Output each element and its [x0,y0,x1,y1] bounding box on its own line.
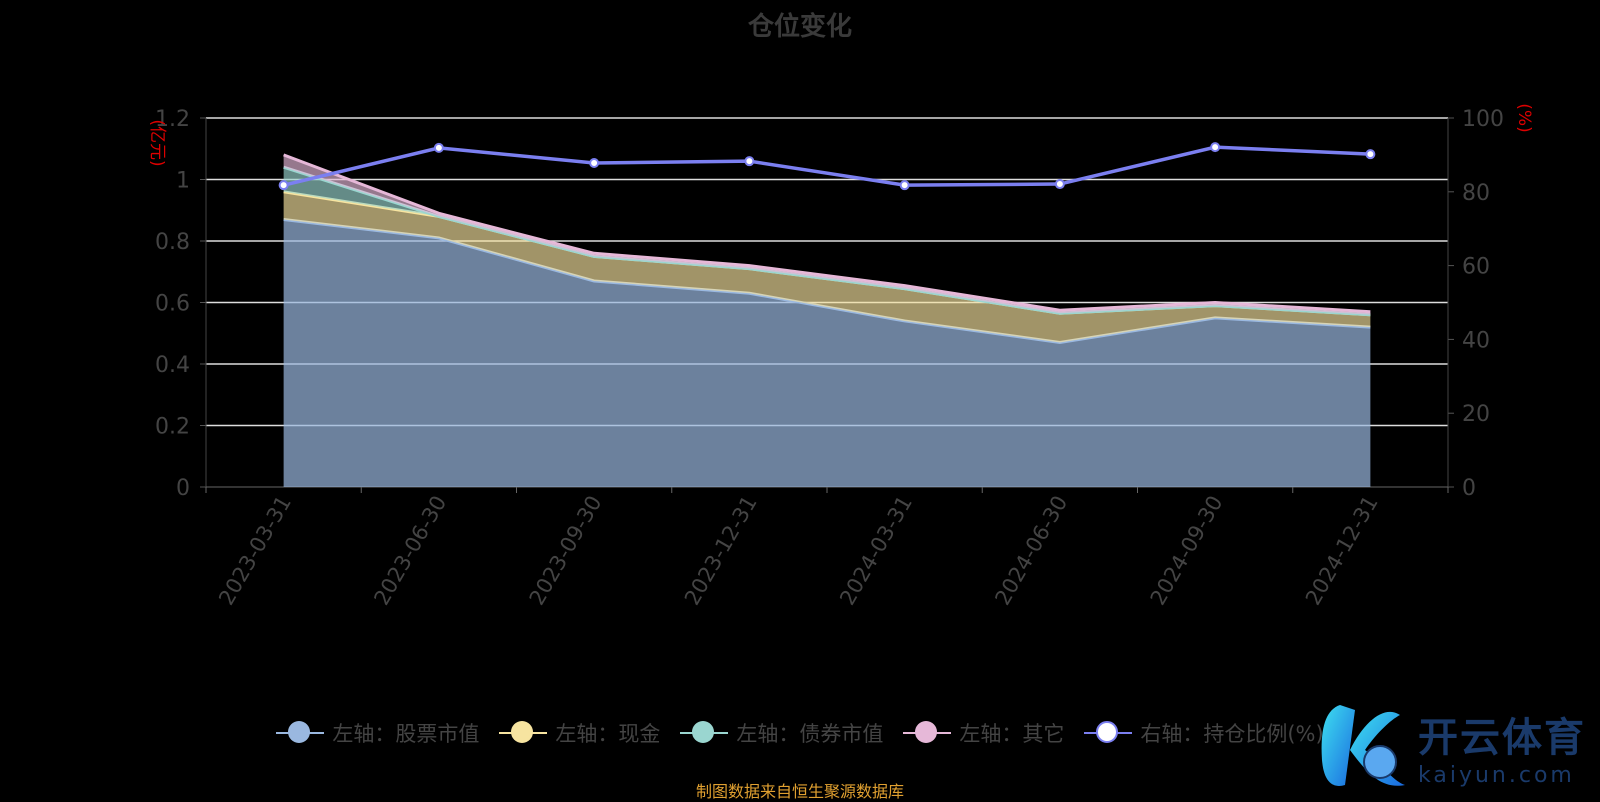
y-left-tick-label: 0.8 [155,230,190,255]
y-right-tick-label: 100 [1462,107,1504,132]
x-tick-label: 2024-03-31 [835,492,917,610]
legend: 左轴：股票市值 左轴：现金 左轴：债券市值 左轴：其它 右轴：持仓比例(%) [0,718,1600,748]
y-left-tick-label: 0 [176,476,190,501]
watermark-logo: 开云体育 kaiyun.com [1310,700,1586,792]
watermark-en: kaiyun.com [1418,762,1575,788]
ratio-point [1210,142,1221,153]
y-right-tick-label: 0 [1462,476,1476,501]
ratio-point [589,158,600,169]
y-right-label: (%) [1514,103,1534,132]
x-tick-label: 2023-06-30 [369,492,451,610]
chart-title: 仓位变化 [747,12,852,42]
ratio-point [899,180,910,191]
y-left-tick-label: 0.2 [155,415,190,440]
area-line-3 [283,153,1371,314]
legend-item-other[interactable]: 左轴：其它 [903,718,1064,748]
x-tick-label: 2024-09-30 [1146,492,1228,610]
data-source-footer: 制图数据来自恒生聚源数据库 [695,782,904,801]
x-tick-label: 2024-12-31 [1301,492,1383,610]
legend-item-ratio[interactable]: 右轴：持仓比例(%) [1084,718,1324,748]
x-tick-label: 2023-09-30 [525,492,607,610]
x-tick-label: 2024-06-30 [990,492,1072,610]
y-left-tick-label: 1.2 [155,107,190,132]
legend-item-bond[interactable]: 左轴：债券市值 [680,718,883,748]
area-0 [283,219,1371,487]
ratio-point [278,180,289,191]
y-right-tick-label: 80 [1462,181,1490,206]
legend-label: 左轴：股票市值 [332,722,480,746]
y-left-tick-label: 0.4 [155,353,190,378]
y-left-tick-label: 1 [176,169,190,194]
ratio-point [744,156,755,167]
legend-item-cash[interactable]: 左轴：现金 [499,718,660,748]
y-right-tick-label: 60 [1462,255,1490,280]
legend-label: 左轴：现金 [555,722,661,746]
x-tick-label: 2023-03-31 [214,492,296,610]
legend-item-stock[interactable]: 左轴：股票市值 [276,718,479,748]
ratio-point [433,142,444,153]
kaiyun-logo-icon [1321,705,1405,786]
y-right-tick-label: 20 [1462,402,1490,427]
y-left-tick-label: 0.6 [155,292,190,317]
legend-label: 左轴：其它 [959,722,1065,746]
ratio-point [1365,149,1376,160]
y-left-label: (亿元) [147,119,167,166]
y-right-tick-label: 40 [1462,328,1490,353]
legend-label: 左轴：债券市值 [736,722,884,746]
legend-label: 右轴：持仓比例(%) [1140,722,1324,746]
x-tick-label: 2023-12-31 [680,492,762,610]
watermark-cn: 开云体育 [1418,714,1586,761]
ratio-line [283,145,1371,187]
ratio-point [1054,179,1065,190]
